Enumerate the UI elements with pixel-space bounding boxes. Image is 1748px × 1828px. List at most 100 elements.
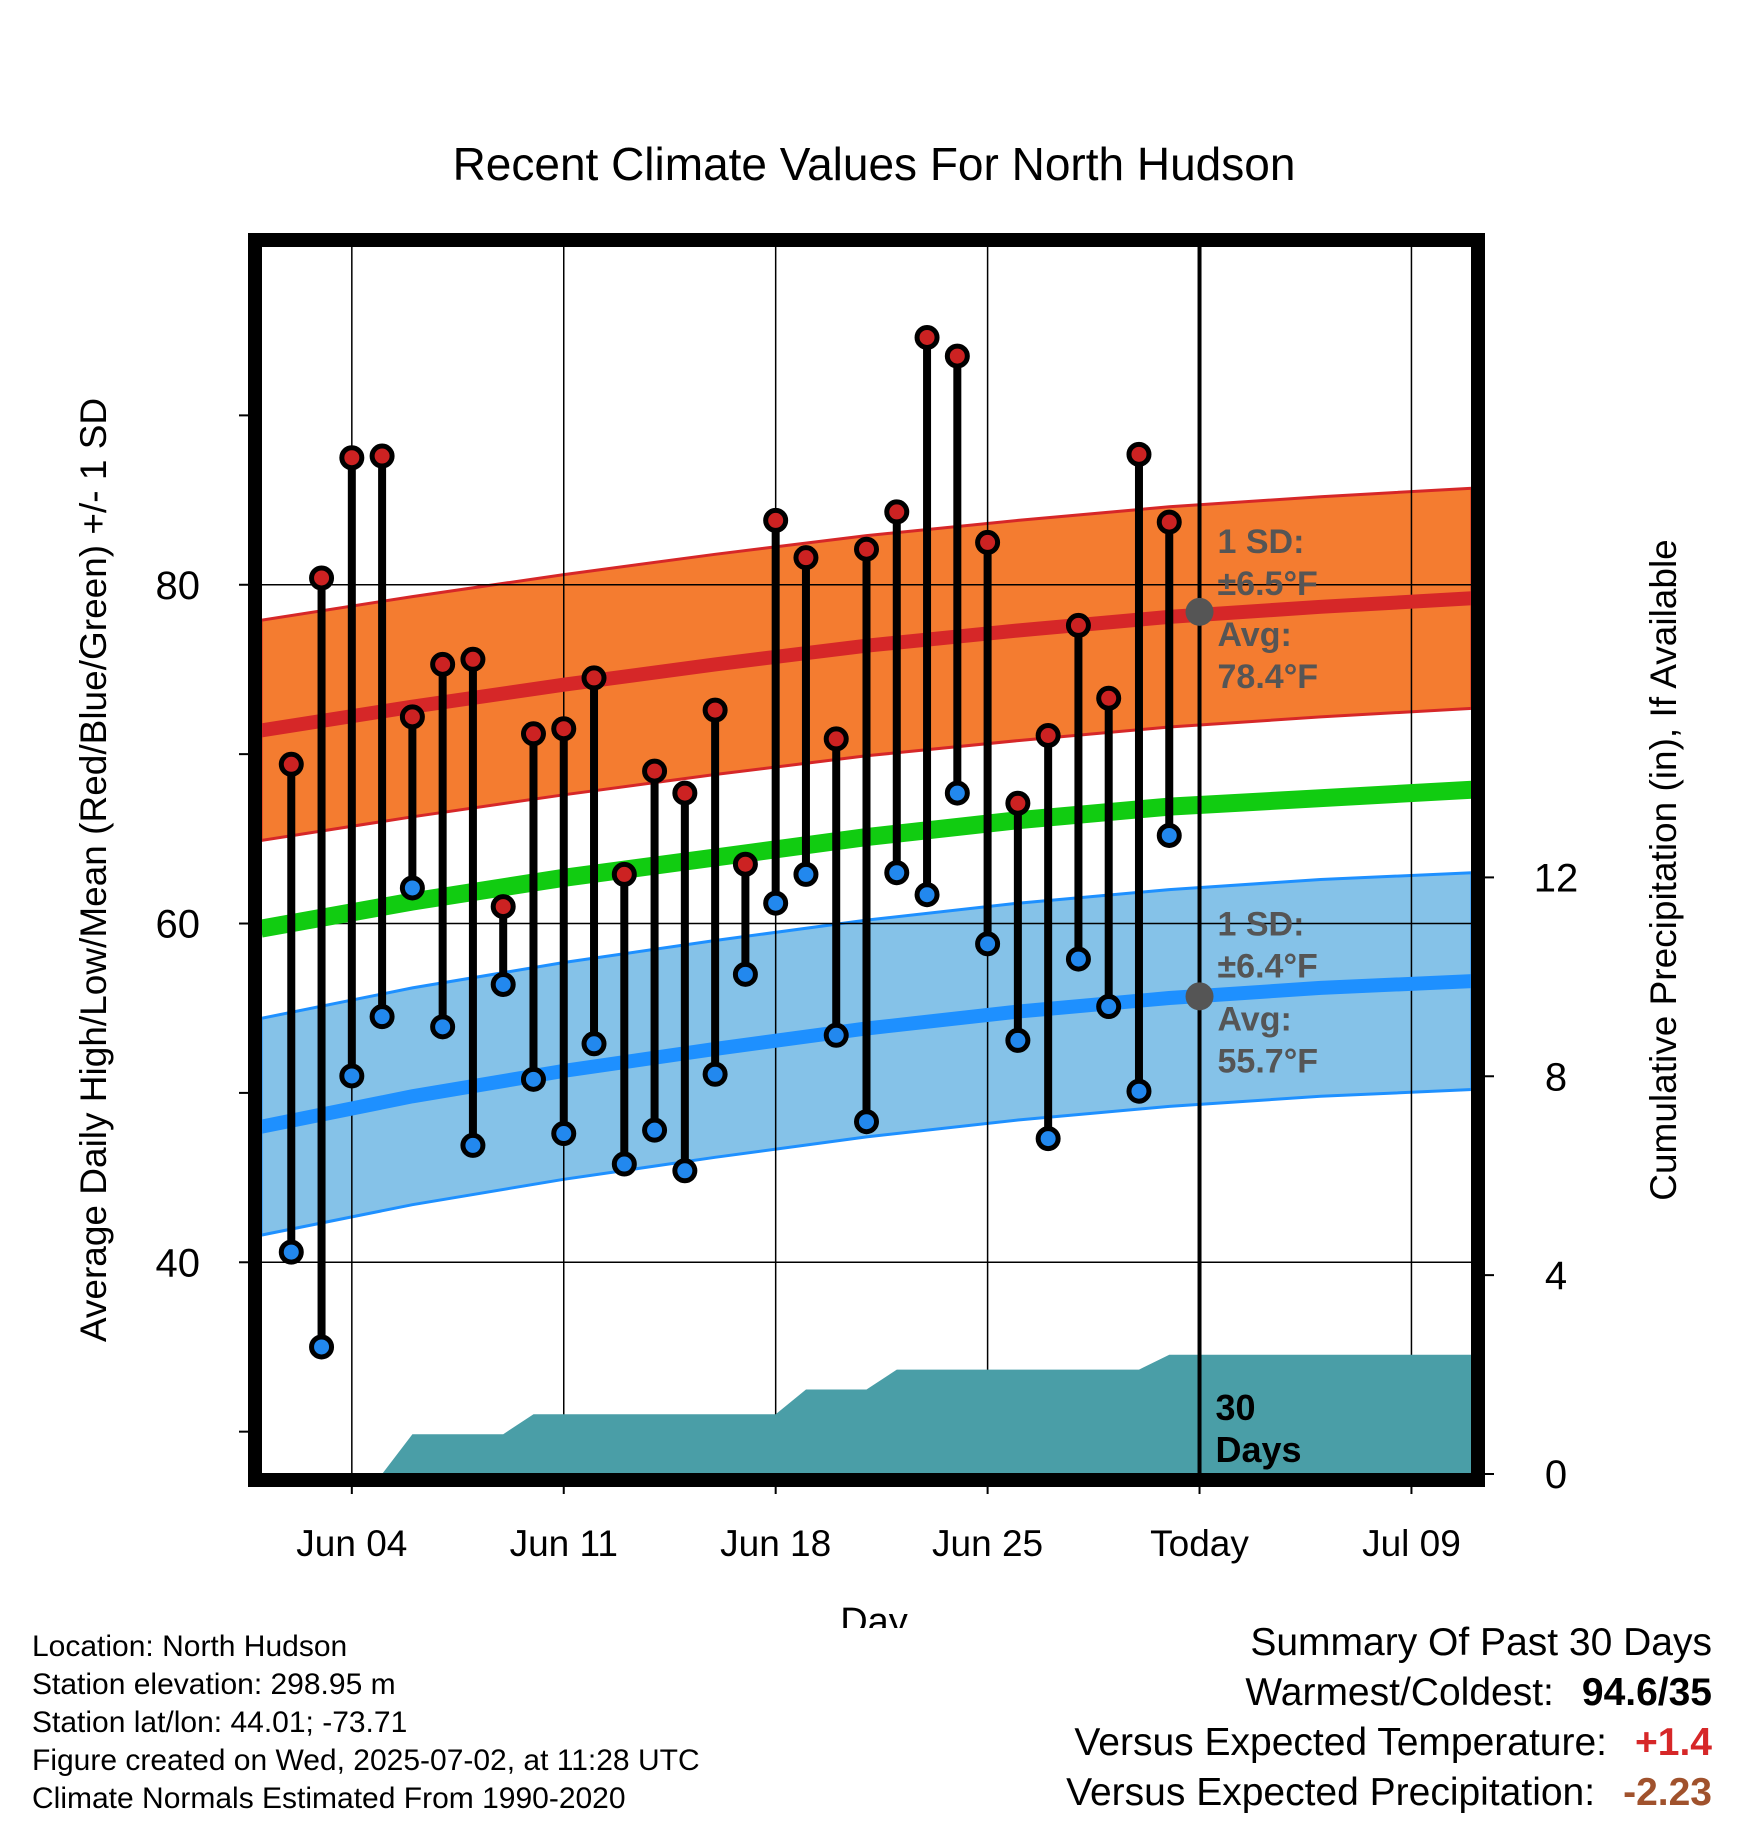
chart-labels: Jun 04 Jun 11 Jun 18 Jun 25 Today Jul 0940608… (73, 138, 1684, 1628)
high-temp-point (884, 499, 910, 525)
low-temp-point (309, 1334, 335, 1360)
high-temp-point (581, 665, 607, 691)
summary-panel: Summary Of Past 30 Days Warmest/Coldest:… (1066, 1618, 1712, 1818)
normals-text: Climate Normals Estimated From 1990-2020 (32, 1782, 626, 1815)
x-tick-label: Jun 11 (510, 1523, 618, 1564)
climate-chart: Jun 04 Jun 11 Jun 18 Jun 25 Today Jul 0940608… (73, 138, 1684, 1628)
x-axis-label: Day (840, 1601, 908, 1628)
today-marker (1185, 246, 1214, 1474)
high-temp-point (490, 894, 516, 920)
warmest-value: 94.6/35 (1581, 1671, 1712, 1714)
high-sd-label: 1 SD: (1218, 523, 1305, 561)
precip-days-label: Days (1216, 1429, 1302, 1470)
low-temp-point (369, 1004, 395, 1030)
low-temp-point (884, 860, 910, 886)
precip-label: Versus Expected Precipitation: (1066, 1771, 1596, 1814)
x-tick-label: Jul 09 (1362, 1523, 1461, 1564)
low-temp-point (702, 1061, 728, 1087)
high-temp-point (520, 721, 546, 747)
low-temp-point (399, 875, 425, 901)
summary-warmest-row: Warmest/Coldest: 94.6/35 (1066, 1668, 1712, 1718)
low-temp-point (460, 1132, 486, 1158)
high-temp-point (793, 545, 819, 571)
low-temp-point (1005, 1027, 1031, 1053)
high-temp-point (1065, 612, 1091, 638)
precipitation-area-shape (261, 1354, 1472, 1474)
temp-label: Versus Expected Temperature: (1074, 1721, 1607, 1764)
elevation-text: Station elevation: 298.95 m (32, 1668, 396, 1701)
low-avg-label: Avg: (1218, 1000, 1292, 1038)
x-tick-label: Jun 04 (296, 1523, 407, 1564)
axes (239, 233, 1494, 1494)
x-tick-label: Jun 18 (720, 1523, 831, 1564)
low-temp-point (551, 1121, 577, 1147)
chart-title: Recent Climate Values For North Hudson (453, 138, 1296, 190)
low-avg-value: 55.7°F (1218, 1042, 1319, 1080)
location-text: Location: North Hudson (32, 1630, 348, 1663)
high-temp-point (1096, 685, 1122, 711)
high-temp-point (611, 861, 637, 887)
high-temp-point (914, 324, 940, 350)
precip-value: -2.23 (1623, 1771, 1712, 1814)
high-temp-point (309, 565, 335, 591)
high-temp-point (278, 751, 304, 777)
y-tick-label-right: 8 (1545, 1055, 1567, 1099)
low-temp-point (914, 882, 940, 908)
warmest-label: Warmest/Coldest: (1245, 1671, 1554, 1714)
low-temp-point (1096, 994, 1122, 1020)
low-temp-point (611, 1151, 637, 1177)
daily-observations (278, 324, 1182, 1360)
low-temp-point (672, 1158, 698, 1184)
created-text: Figure created on Wed, 2025-07-02, at 11… (32, 1744, 700, 1777)
low-temp-point (642, 1117, 668, 1143)
y-tick-label-left: 80 (156, 564, 201, 608)
low-temp-point (975, 931, 1001, 957)
high-sd-value: ±6.5°F (1218, 565, 1318, 603)
low-temp-point (430, 1014, 456, 1040)
precipitation-area (261, 1354, 1472, 1474)
y-tick-label-right: 0 (1545, 1453, 1567, 1497)
low-temp-point (793, 861, 819, 887)
low-temp-point (1035, 1126, 1061, 1152)
high-temp-point (1035, 723, 1061, 749)
low-temp-point (490, 971, 516, 997)
high-temp-point (672, 780, 698, 806)
latlon-text: Station lat/lon: 44.01; -73.71 (32, 1706, 408, 1739)
high-avg-value: 78.4°F (1218, 658, 1319, 696)
low-temp-point (944, 780, 970, 806)
station-info: Location: North Hudson Station elevation… (32, 1628, 700, 1818)
today-high-avg-marker (1185, 597, 1214, 626)
low-temp-point (1065, 946, 1091, 972)
high-temp-point (944, 343, 970, 369)
high-temp-point (430, 651, 456, 677)
high-temp-point (975, 529, 1001, 555)
low-sd-value: ±6.4°F (1218, 948, 1318, 986)
high-temp-point (339, 445, 365, 471)
x-tick-label: Today (1150, 1523, 1249, 1564)
high-temp-point (763, 507, 789, 533)
high-temp-point (823, 726, 849, 752)
low-temp-point (1156, 822, 1182, 848)
low-temp-point (1126, 1078, 1152, 1104)
temp-value: +1.4 (1635, 1721, 1712, 1764)
low-temp-point (278, 1239, 304, 1265)
precip-days-number: 30 (1216, 1387, 1256, 1428)
high-temp-point (369, 443, 395, 469)
high-temp-point (642, 758, 668, 784)
y-axis-label-left: Average Daily High/Low/Mean (Red/Blue/Gr… (73, 398, 114, 1342)
high-temp-point (854, 536, 879, 562)
today-low-avg-marker (1185, 982, 1214, 1011)
high-temp-point (399, 704, 425, 730)
summary-precip-row: Versus Expected Precipitation: -2.23 (1066, 1768, 1712, 1818)
low-temp-point (732, 961, 758, 987)
low-temp-point (854, 1109, 879, 1135)
y-tick-label-right: 4 (1545, 1254, 1567, 1298)
low-temp-point (823, 1022, 849, 1048)
y-tick-label-left: 40 (156, 1241, 201, 1285)
low-sd-label: 1 SD: (1218, 906, 1305, 944)
low-temp-point (763, 890, 789, 916)
y-axis-label-right: Cumulative Precipitation (in), If Availa… (1643, 539, 1684, 1201)
y-tick-label-right: 12 (1534, 856, 1579, 900)
summary-temp-row: Versus Expected Temperature: +1.4 (1066, 1718, 1712, 1768)
summary-title: Summary Of Past 30 Days (1250, 1621, 1712, 1664)
